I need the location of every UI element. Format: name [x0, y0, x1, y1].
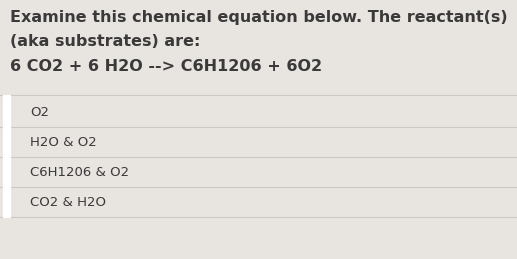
Text: Examine this chemical equation below. The reactant(s): Examine this chemical equation below. Th…	[10, 10, 508, 25]
Text: H2O & O2: H2O & O2	[30, 135, 97, 148]
Text: CO2 & H2O: CO2 & H2O	[30, 196, 106, 208]
Text: C6H1206 & O2: C6H1206 & O2	[30, 166, 129, 178]
Text: O2: O2	[30, 105, 49, 119]
Bar	[3, 95, 10, 217]
Text: 6 CO2 + 6 H2O --> C6H1206 + 6O2: 6 CO2 + 6 H2O --> C6H1206 + 6O2	[10, 59, 322, 74]
Text: (aka substrates) are:: (aka substrates) are:	[10, 34, 201, 49]
